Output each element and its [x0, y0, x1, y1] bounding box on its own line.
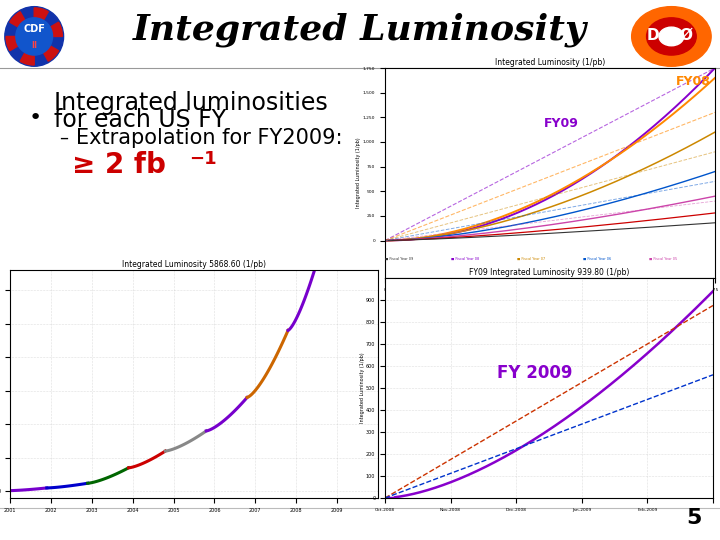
Circle shape — [647, 18, 696, 55]
Text: CDF: CDF — [23, 24, 45, 34]
Text: −1: −1 — [189, 150, 217, 168]
Text: II: II — [31, 40, 37, 50]
Circle shape — [631, 6, 711, 66]
Wedge shape — [35, 22, 63, 36]
Text: ■ Fiscal Year 08: ■ Fiscal Year 08 — [451, 257, 480, 261]
Y-axis label: Integrated Luminosity (1/pb): Integrated Luminosity (1/pb) — [356, 138, 361, 208]
Text: ■ Fiscal Year 05: ■ Fiscal Year 05 — [649, 257, 678, 261]
Wedge shape — [20, 36, 35, 65]
Text: ■ Fiscal Year 06: ■ Fiscal Year 06 — [583, 257, 611, 261]
Title: Integrated Luminosity (1/pb): Integrated Luminosity (1/pb) — [495, 58, 605, 67]
Text: FY 2009: FY 2009 — [498, 363, 573, 382]
Text: –: – — [59, 129, 68, 147]
Wedge shape — [10, 12, 35, 36]
Text: 5: 5 — [687, 508, 702, 528]
Wedge shape — [35, 36, 58, 61]
Text: Ø: Ø — [680, 28, 693, 43]
Wedge shape — [35, 8, 48, 36]
Circle shape — [5, 6, 63, 66]
Circle shape — [16, 18, 53, 55]
Text: D: D — [647, 28, 660, 43]
Text: ≥ 2 fb: ≥ 2 fb — [72, 151, 166, 179]
Wedge shape — [6, 36, 35, 51]
Y-axis label: Integrated Luminosity (1/pb): Integrated Luminosity (1/pb) — [359, 353, 364, 423]
Text: Integrated Luminosity: Integrated Luminosity — [133, 12, 587, 47]
Text: ■ Fiscal Year 09: ■ Fiscal Year 09 — [385, 257, 413, 261]
Text: Extrapolation for FY2009:: Extrapolation for FY2009: — [76, 127, 342, 148]
Circle shape — [659, 27, 684, 46]
X-axis label: Days since October 1: Days since October 1 — [521, 293, 580, 298]
Text: ■ Fiscal Year 07: ■ Fiscal Year 07 — [517, 257, 545, 261]
Title: FY09 Integrated Luminosity 939.80 (1/pb): FY09 Integrated Luminosity 939.80 (1/pb) — [469, 268, 629, 277]
Title: Integrated Luminosity 5868.60 (1/pb): Integrated Luminosity 5868.60 (1/pb) — [122, 260, 266, 269]
Text: Integrated luminosities: Integrated luminosities — [54, 91, 328, 114]
Text: for each US FY: for each US FY — [54, 108, 226, 132]
Text: FY08: FY08 — [676, 75, 711, 88]
Text: •: • — [29, 108, 42, 128]
Text: FY09: FY09 — [544, 117, 578, 130]
